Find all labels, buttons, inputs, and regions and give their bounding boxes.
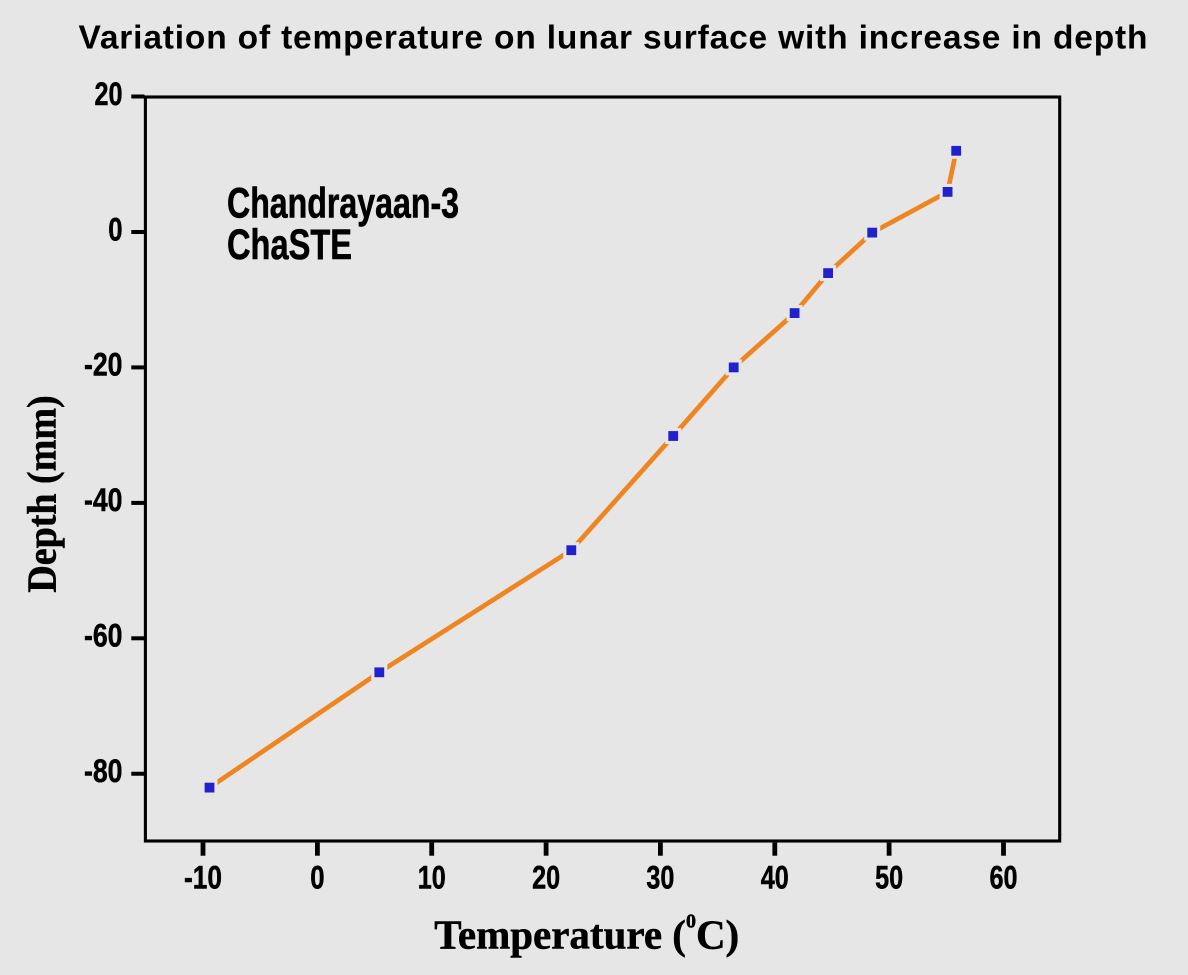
svg-text:30: 30 xyxy=(646,859,674,895)
svg-text:50: 50 xyxy=(875,859,903,895)
svg-text:0: 0 xyxy=(108,211,122,247)
svg-text:20: 20 xyxy=(95,76,123,112)
svg-text:-20: -20 xyxy=(84,347,123,383)
svg-text:0: 0 xyxy=(310,859,324,895)
svg-text:Variation of temperature on lu: Variation of temperature on lunar surfac… xyxy=(79,20,1148,57)
svg-text:20: 20 xyxy=(532,859,560,895)
svg-text:-10: -10 xyxy=(184,859,222,895)
svg-text:10: 10 xyxy=(418,859,446,895)
svg-text:40: 40 xyxy=(761,859,789,895)
svg-text:-60: -60 xyxy=(84,618,123,654)
svg-text:ChaSTE: ChaSTE xyxy=(227,222,352,269)
svg-text:60: 60 xyxy=(990,859,1018,895)
svg-text:-40: -40 xyxy=(84,482,123,518)
svg-text:Chandrayaan-3: Chandrayaan-3 xyxy=(227,181,459,228)
svg-text:-80: -80 xyxy=(84,753,123,789)
svg-text:Depth (mm): Depth (mm) xyxy=(18,395,64,592)
